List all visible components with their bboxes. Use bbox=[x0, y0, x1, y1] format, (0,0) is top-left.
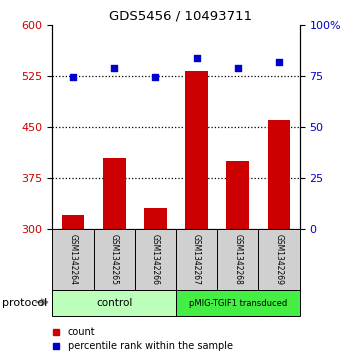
Bar bbox=[144, 208, 167, 229]
Bar bbox=[103, 158, 126, 229]
Text: protocol: protocol bbox=[2, 298, 47, 308]
Point bbox=[235, 65, 241, 71]
Point bbox=[194, 55, 200, 61]
Bar bbox=[135, 229, 176, 290]
Bar bbox=[176, 229, 217, 290]
Text: GSM1342269: GSM1342269 bbox=[274, 234, 283, 285]
Text: pMIG-TGIF1 transduced: pMIG-TGIF1 transduced bbox=[189, 299, 287, 307]
Point bbox=[276, 59, 282, 65]
Text: GSM1342264: GSM1342264 bbox=[69, 234, 78, 285]
Bar bbox=[258, 229, 300, 290]
Text: GDS5456 / 10493711: GDS5456 / 10493711 bbox=[109, 9, 252, 22]
Bar bbox=[185, 71, 208, 229]
Bar bbox=[268, 120, 290, 229]
Legend: count, percentile rank within the sample: count, percentile rank within the sample bbox=[52, 327, 233, 351]
Text: GSM1342268: GSM1342268 bbox=[233, 234, 242, 285]
Bar bbox=[176, 290, 300, 316]
Bar bbox=[226, 161, 249, 229]
Point bbox=[70, 74, 76, 80]
Bar bbox=[217, 229, 258, 290]
Bar bbox=[52, 290, 176, 316]
Text: GSM1342266: GSM1342266 bbox=[151, 234, 160, 285]
Point bbox=[111, 65, 117, 71]
Point bbox=[152, 74, 158, 80]
Bar bbox=[93, 229, 135, 290]
Bar bbox=[62, 215, 84, 229]
Text: GSM1342267: GSM1342267 bbox=[192, 234, 201, 285]
Text: GSM1342265: GSM1342265 bbox=[110, 234, 119, 285]
Text: control: control bbox=[96, 298, 132, 308]
Bar bbox=[52, 229, 93, 290]
